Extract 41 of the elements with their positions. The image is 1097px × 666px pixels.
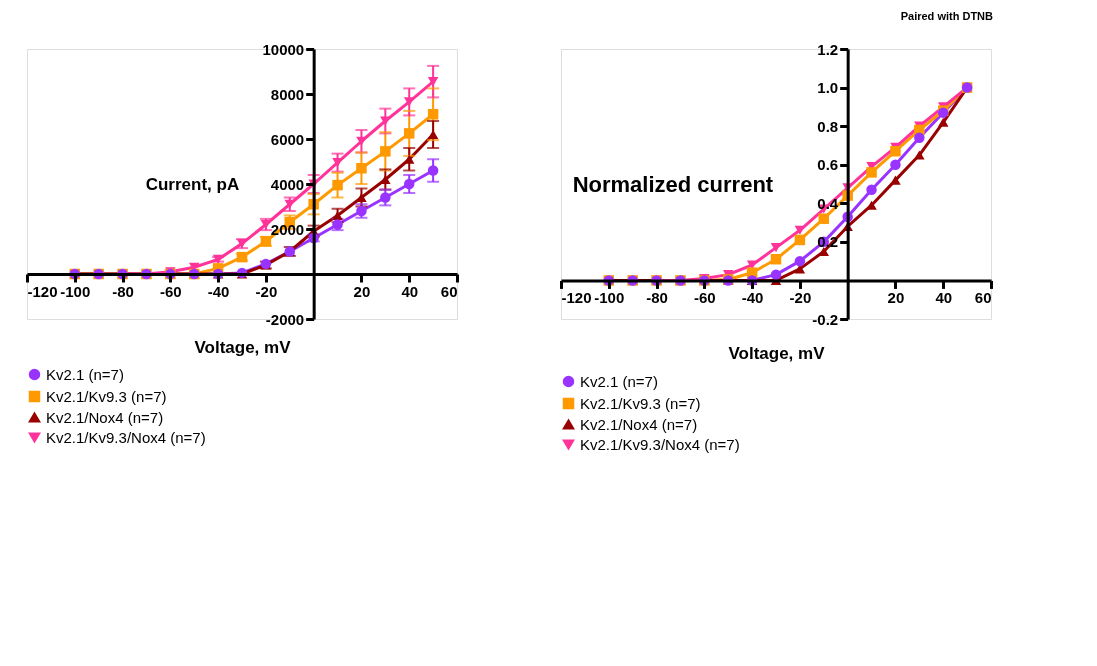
x-tick-label: 60 — [440, 282, 458, 300]
y-tick-label: 6000 — [270, 130, 305, 148]
legend-label: Kv2.1 (n=7) — [580, 372, 658, 390]
x-tick-label: -60 — [693, 288, 716, 306]
text: Paired with DTNB — [900, 9, 994, 22]
y-tick-label: 10000 — [262, 40, 305, 58]
y-tick-label: 1.2 — [817, 40, 839, 58]
x-tick-label: 40 — [401, 282, 419, 300]
x-tick-label: -20 — [255, 282, 278, 300]
y-tick-label: 4000 — [270, 175, 305, 193]
x-tick-label: -80 — [646, 288, 668, 306]
x-tick-label: -40 — [207, 282, 230, 300]
legend-label: Kv2.1/Nox4 (n=7) — [46, 408, 164, 426]
x-tick-label: -60 — [159, 282, 182, 300]
x-tick-label: 20 — [353, 282, 371, 300]
x-tick-label: -100 — [60, 282, 91, 300]
y-axis-title: Current, pA — [145, 174, 240, 194]
y-tick-label: -0.2 — [812, 310, 839, 328]
legend-label: Kv2.1/Nox4 (n=7) — [580, 415, 698, 433]
x-axis-title: Voltage, mV — [728, 343, 826, 363]
y-tick-label: 8000 — [270, 85, 305, 103]
y-tick-label: 0.6 — [817, 156, 839, 174]
y-axis-title: Normalized current — [572, 171, 774, 197]
x-tick-label: -100 — [594, 288, 625, 306]
x-axis-title: Voltage, mV — [194, 337, 292, 357]
legend-label: Kv2.1/Kv9.3 (n=7) — [580, 394, 701, 412]
y-tick-label: -2000 — [265, 310, 305, 328]
legend-label: Kv2.1/Kv9.3/Nox4 (n=7) — [580, 435, 740, 453]
legend-label: Kv2.1 (n=7) — [46, 365, 124, 383]
x-tick-label: 40 — [935, 288, 953, 306]
x-tick-label: -80 — [112, 282, 134, 300]
x-tick-label: -40 — [741, 288, 764, 306]
x-tick-label: -120 — [27, 282, 58, 300]
legend-label: Kv2.1/Kv9.3 (n=7) — [46, 387, 167, 405]
y-tick-label: 0.8 — [817, 117, 839, 135]
x-tick-label: 60 — [974, 288, 992, 306]
y-tick-label: 1.0 — [817, 79, 839, 97]
legend-label: Kv2.1/Kv9.3/Nox4 (n=7) — [46, 428, 206, 446]
x-tick-label: -120 — [561, 288, 592, 306]
x-tick-label: -20 — [789, 288, 812, 306]
x-tick-label: 20 — [887, 288, 905, 306]
